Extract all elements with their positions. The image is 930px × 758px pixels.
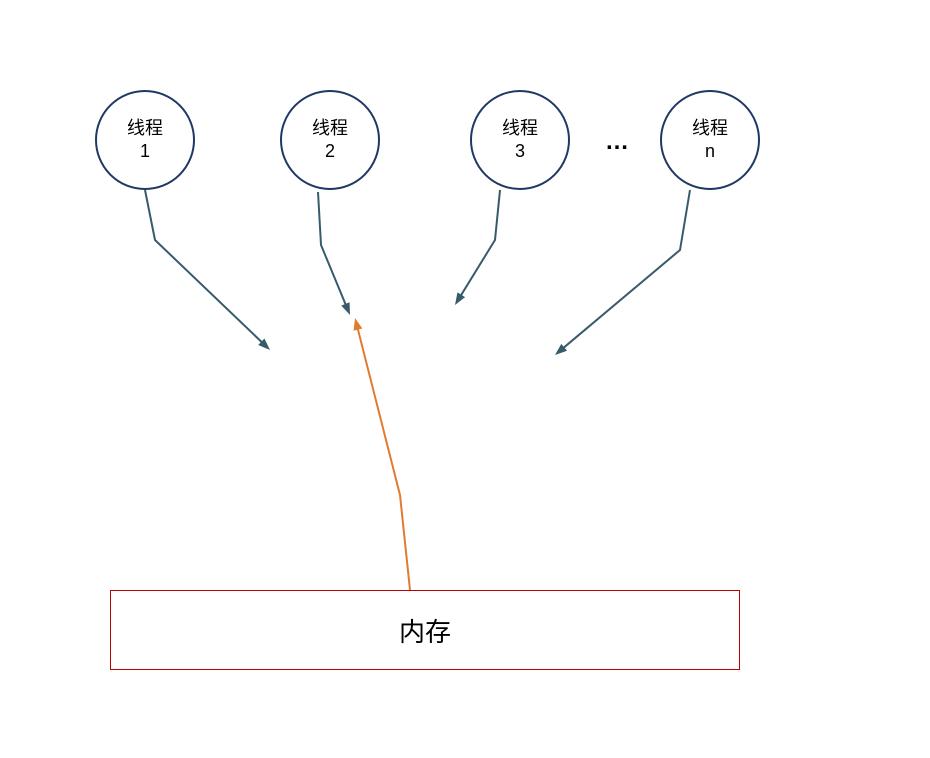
memory-arrow-line <box>357 327 410 590</box>
thread-arrow-3-head <box>455 292 465 305</box>
diagram-canvas: 线程1线程2线程3线程n … 内存 <box>0 0 930 758</box>
thread-arrow-4-head <box>555 344 567 355</box>
ellipsis: … <box>605 128 629 156</box>
thread-num: 1 <box>140 140 150 163</box>
thread-label: 线程 <box>692 117 728 140</box>
memory-label: 内存 <box>399 612 451 649</box>
thread-num: 2 <box>325 140 335 163</box>
thread-arrow-1-line <box>145 190 263 343</box>
thread-node-n: 线程n <box>660 90 760 190</box>
thread-arrow-4-line <box>562 190 690 349</box>
thread-arrow-2-head <box>341 302 350 315</box>
thread-node-1: 线程1 <box>95 90 195 190</box>
thread-num: n <box>705 140 715 163</box>
memory-arrow-head <box>354 318 363 331</box>
thread-num: 3 <box>515 140 525 163</box>
thread-node-2: 线程2 <box>280 90 380 190</box>
thread-label: 线程 <box>502 117 538 140</box>
thread-arrow-1-head <box>258 338 270 350</box>
thread-arrow-2-line <box>318 192 346 306</box>
thread-arrow-3-line <box>460 190 500 297</box>
thread-label: 线程 <box>127 117 163 140</box>
thread-label: 线程 <box>312 117 348 140</box>
memory-box: 内存 <box>110 590 740 670</box>
thread-node-3: 线程3 <box>470 90 570 190</box>
